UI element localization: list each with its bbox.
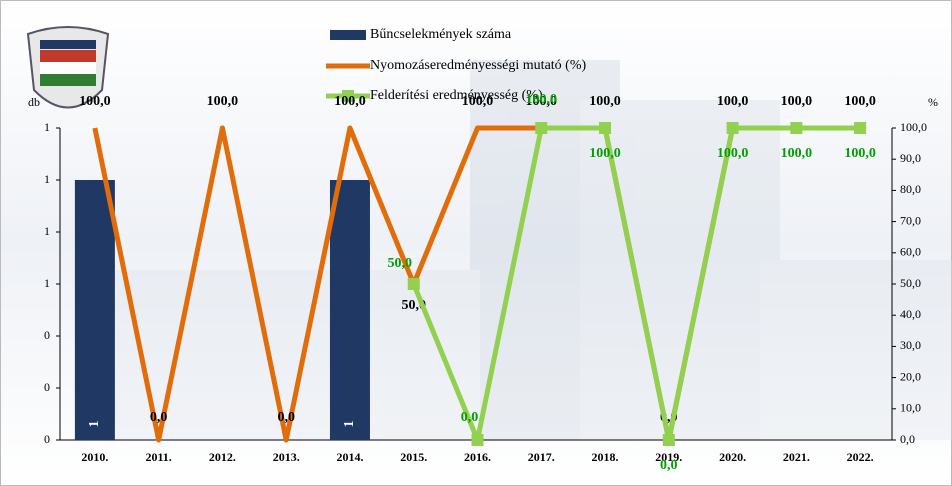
x-tick-label: 2014.	[336, 450, 363, 464]
value-label: 100,0	[717, 146, 749, 161]
x-tick-label: 2022.	[847, 450, 874, 464]
x-tick-label: 2015.	[400, 450, 427, 464]
x-tick-label: 2013.	[273, 450, 300, 464]
marker	[535, 122, 547, 134]
bar-value-label: 1	[87, 421, 102, 428]
x-tick-label: 2016.	[464, 450, 491, 464]
y-tick-label: 1	[44, 120, 50, 134]
marker	[790, 122, 802, 134]
bar-value-label: 1	[342, 421, 357, 428]
y2-axis-title: %	[928, 95, 938, 109]
y2-tick-label: 60,0	[900, 245, 921, 259]
value-label: 0,0	[461, 410, 479, 425]
bar	[75, 180, 115, 440]
y-axis-title: db	[28, 95, 40, 109]
y-tick-label: 1	[44, 172, 50, 186]
y2-tick-label: 30,0	[900, 338, 921, 352]
page: {"chart_data": {"type": "bar-line", "cat…	[0, 0, 952, 486]
x-tick-label: 2012.	[209, 450, 236, 464]
x-tick-label: 2017.	[528, 450, 555, 464]
marker	[599, 122, 611, 134]
marker	[408, 278, 420, 290]
value-label: 100,0	[589, 94, 621, 109]
y2-tick-label: 50,0	[900, 276, 921, 290]
y-tick-label: 1	[44, 276, 50, 290]
y-tick-label: 1	[44, 224, 50, 238]
value-label: 100,0	[462, 94, 494, 109]
marker	[854, 122, 866, 134]
y2-tick-label: 70,0	[900, 213, 921, 227]
marker	[727, 122, 739, 134]
value-label: 100,0	[526, 92, 558, 107]
x-tick-label: 2018.	[592, 450, 619, 464]
x-tick-label: 2010.	[81, 450, 108, 464]
legend-label: Felderítési eredményesség (%)	[370, 88, 543, 103]
value-label: 100,0	[781, 146, 813, 161]
y2-tick-label: 10,0	[900, 401, 921, 415]
chart: db % 00011110,010,020,030,040,050,060,07…	[0, 0, 952, 486]
y-tick-label: 0	[44, 432, 50, 446]
y-tick-label: 0	[44, 328, 50, 342]
value-label: 100,0	[79, 94, 111, 109]
value-label: 100,0	[844, 94, 876, 109]
y2-tick-label: 40,0	[900, 307, 921, 321]
legend-swatch	[330, 30, 366, 40]
value-label: 100,0	[207, 94, 239, 109]
x-tick-label: 2021.	[783, 450, 810, 464]
value-label: 0,0	[277, 410, 295, 425]
x-tick-label: 2011.	[145, 450, 171, 464]
value-label: 100,0	[781, 94, 813, 109]
value-label: 100,0	[717, 94, 749, 109]
legend-label: Nyomozáseredményességi mutató (%)	[370, 58, 586, 73]
value-label: 0,0	[150, 410, 168, 425]
value-label: 50,0	[387, 256, 412, 271]
value-label: 100,0	[334, 94, 366, 109]
y2-tick-label: 0,0	[900, 432, 915, 446]
y2-tick-label: 100,0	[900, 120, 927, 134]
y2-tick-label: 20,0	[900, 369, 921, 383]
legend-label: Bűncselekmények száma	[370, 27, 512, 42]
bar	[330, 180, 370, 440]
y-tick-label: 0	[44, 380, 50, 394]
x-tick-label: 2020.	[719, 450, 746, 464]
value-label: 100,0	[589, 146, 621, 161]
marker	[472, 434, 484, 446]
value-label: 100,0	[844, 146, 876, 161]
value-label: 0,0	[660, 458, 678, 473]
y2-tick-label: 90,0	[900, 151, 921, 165]
marker	[663, 434, 675, 446]
y2-tick-label: 80,0	[900, 182, 921, 196]
